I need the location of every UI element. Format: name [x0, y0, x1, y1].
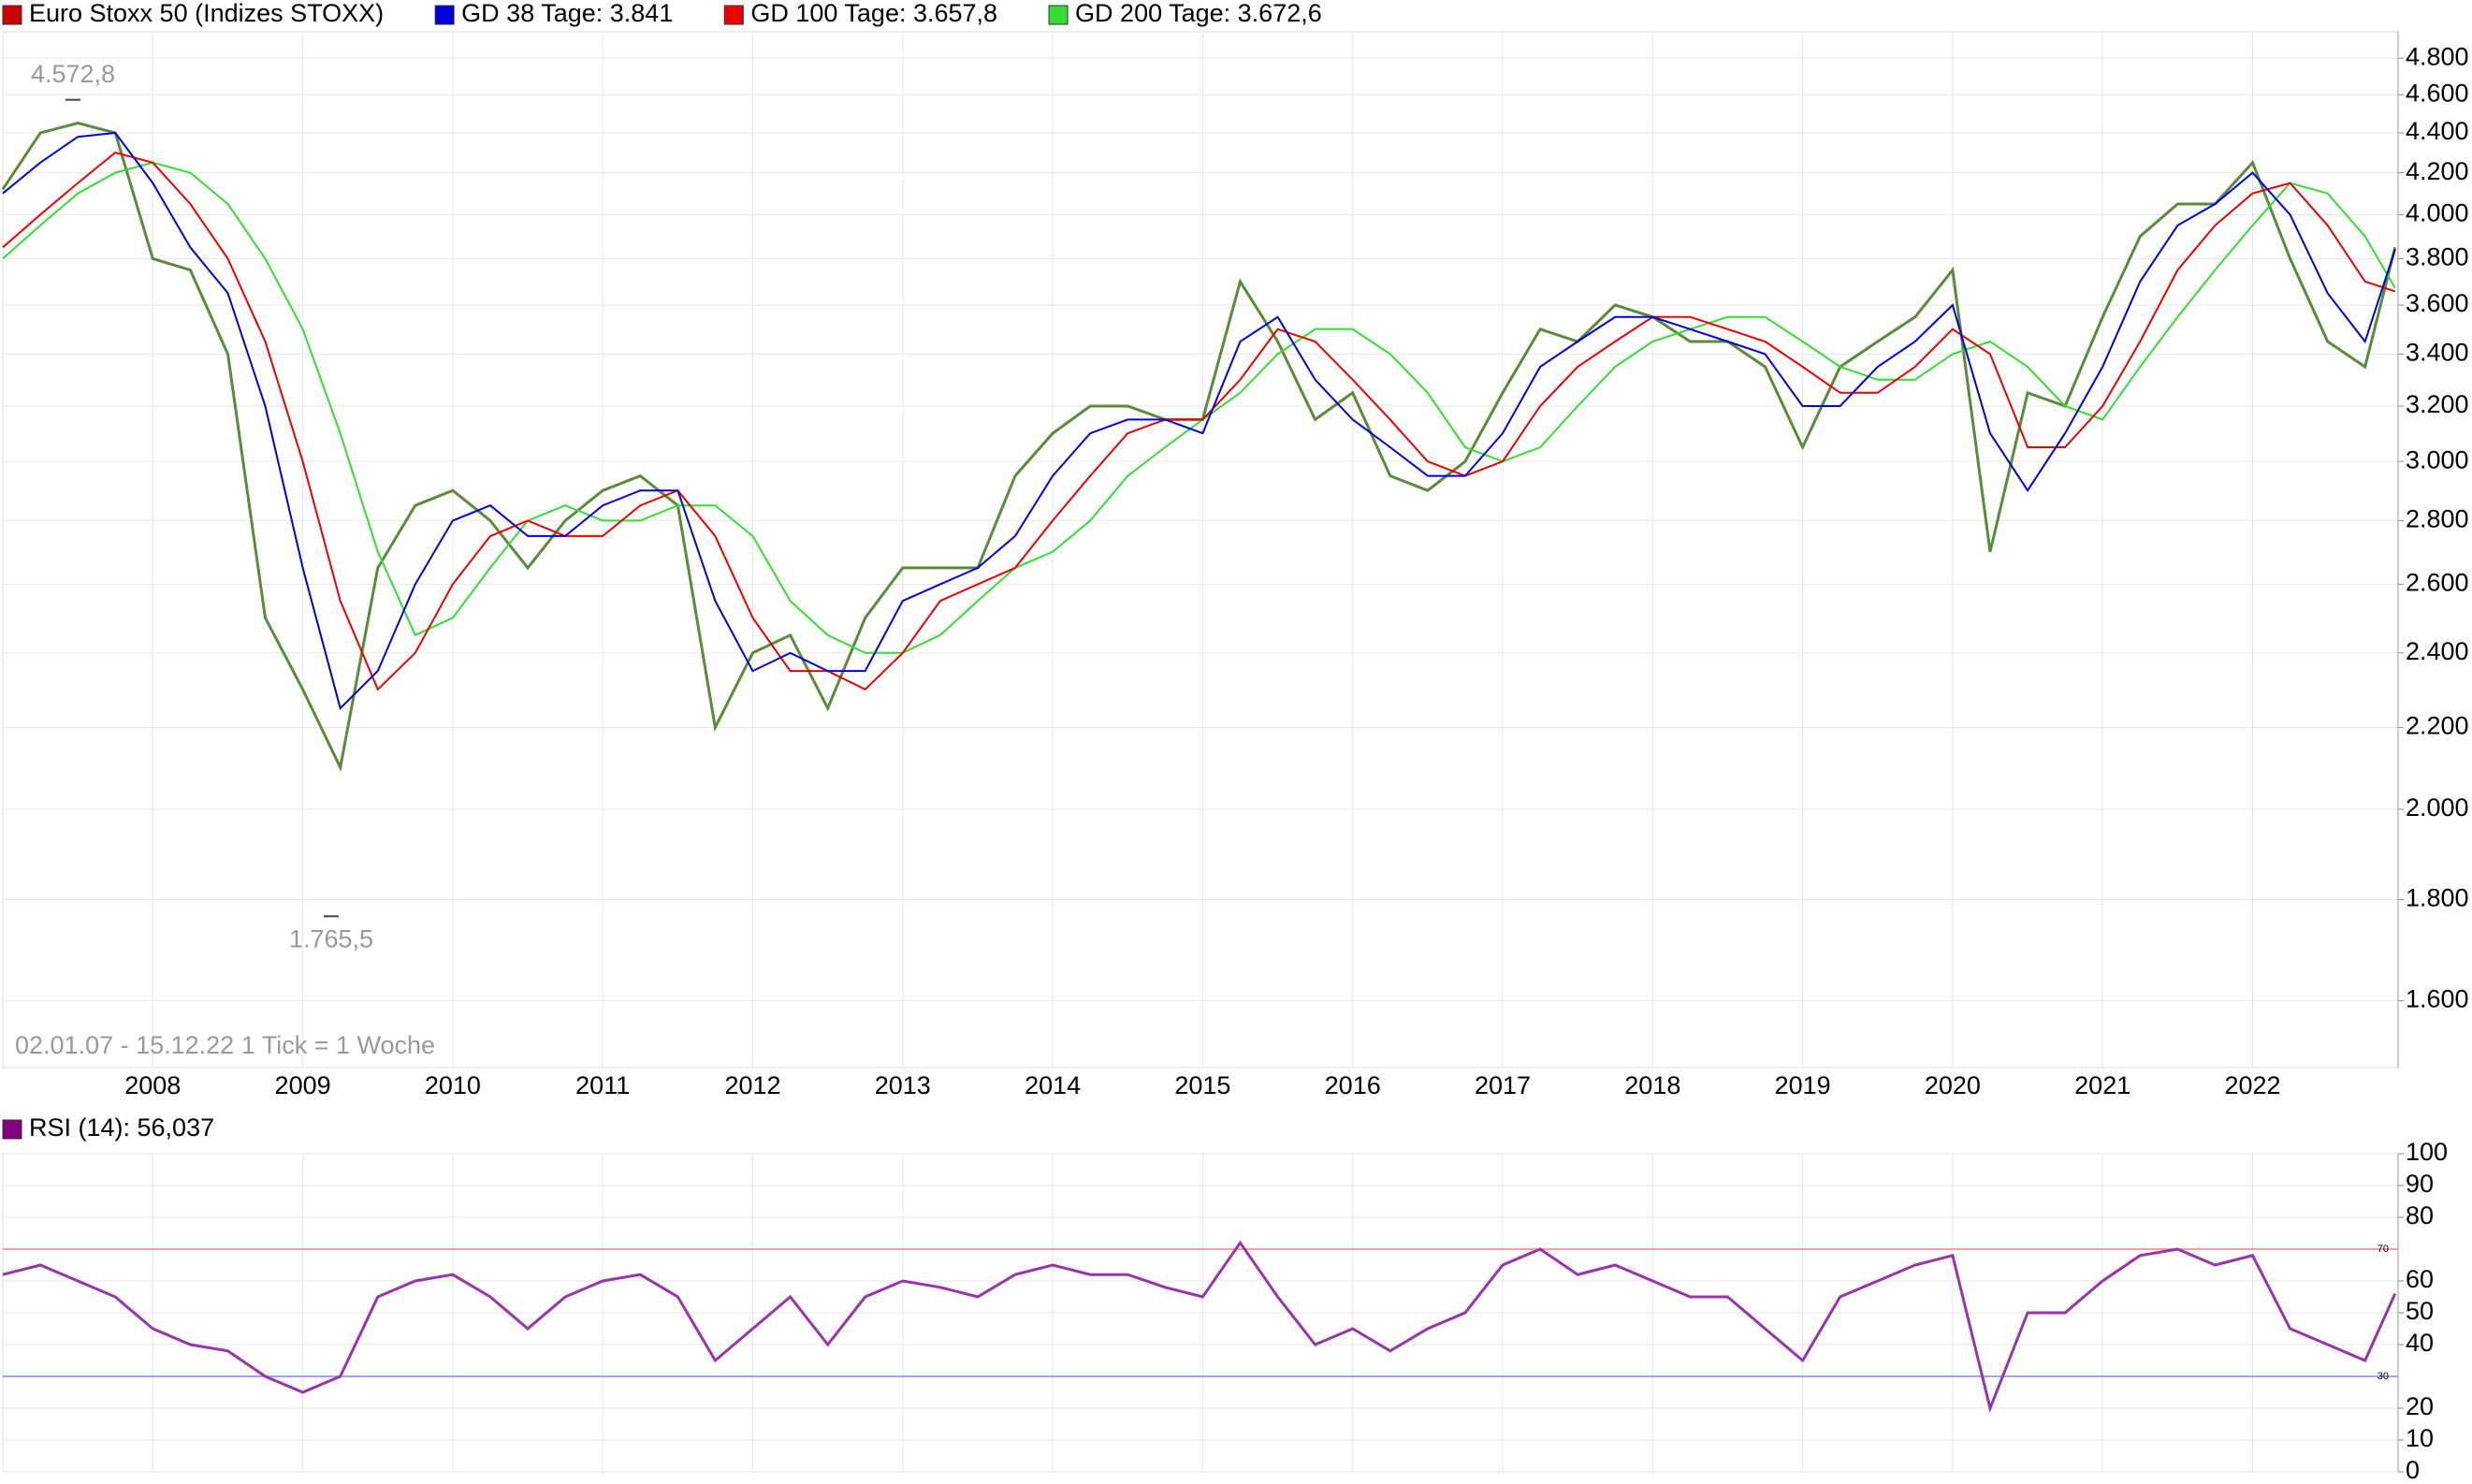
x-tick-label: 2017: [1475, 1071, 1531, 1099]
annotation-label: 4.572,8: [31, 60, 115, 88]
y-tick-label: 4.000: [2406, 199, 2469, 227]
y-tick-label: 90: [2406, 1170, 2434, 1198]
y-tick-label: 2.000: [2406, 793, 2469, 822]
y-tick-label: 2.800: [2406, 505, 2469, 533]
reference-label: 70: [2377, 1244, 2389, 1255]
legend-swatch: [723, 5, 744, 25]
y-tick-label: 80: [2406, 1201, 2434, 1229]
y-tick-label: 4.600: [2406, 79, 2469, 107]
y-tick-label: 10: [2406, 1424, 2434, 1452]
x-tick-label: 2010: [425, 1071, 481, 1099]
y-tick-label: 4.200: [2406, 157, 2469, 185]
x-tick-label: 2020: [1925, 1071, 1981, 1099]
y-tick-label: 20: [2406, 1392, 2434, 1420]
legend-label: GD 200 Tage: 3.672,6: [1075, 0, 1322, 27]
legend-label: Euro Stoxx 50 (Indizes STOXX): [29, 0, 384, 27]
legend-label: RSI (14): 56,037: [29, 1113, 214, 1142]
y-tick-label: 60: [2406, 1265, 2434, 1293]
footnote: 02.01.07 - 15.12.22 1 Tick = 1 Woche: [15, 1031, 435, 1059]
x-tick-label: 2011: [575, 1071, 630, 1099]
x-tick-label: 2012: [724, 1071, 780, 1099]
y-tick-label: 2.200: [2406, 712, 2469, 740]
x-tick-label: 2022: [2224, 1071, 2280, 1099]
x-tick-label: 2021: [2074, 1071, 2130, 1099]
y-tick-label: 40: [2406, 1329, 2434, 1357]
plot-area: [2, 31, 2399, 1069]
y-tick-label: 100: [2406, 1138, 2448, 1166]
legend-label: GD 100 Tage: 3.657,8: [750, 0, 997, 27]
legend-swatch: [2, 1119, 22, 1140]
y-tick-label: 1.600: [2406, 985, 2469, 1013]
series-line: [2, 152, 2396, 691]
y-tick-label: 2.400: [2406, 637, 2469, 665]
x-tick-label: 2009: [275, 1071, 331, 1099]
y-tick-label: 3.600: [2406, 289, 2469, 317]
reference-label: 30: [2377, 1371, 2389, 1382]
series-line: [2, 1240, 2397, 1413]
y-tick-label: 0: [2406, 1456, 2420, 1484]
series-line: [2, 131, 2396, 710]
x-tick-label: 2016: [1325, 1071, 1381, 1099]
x-tick-label: 2019: [1775, 1071, 1831, 1099]
x-tick-label: 2018: [1624, 1071, 1680, 1099]
x-tick-label: 2015: [1174, 1071, 1230, 1099]
legend-label: GD 38 Tage: 3.841: [461, 0, 673, 27]
x-tick-label: 2008: [124, 1071, 181, 1099]
x-tick-label: 2013: [875, 1071, 931, 1099]
legend-swatch: [1048, 5, 1069, 25]
y-tick-label: 1.800: [2406, 884, 2469, 912]
y-tick-label: 3.000: [2406, 445, 2469, 473]
y-tick-label: 4.400: [2406, 117, 2469, 145]
legend-swatch: [434, 5, 455, 25]
y-tick-label: 4.800: [2406, 42, 2469, 70]
y-tick-label: 2.600: [2406, 568, 2469, 596]
y-tick-label: 3.200: [2406, 390, 2469, 418]
y-tick-label: 3.800: [2406, 243, 2469, 271]
y-tick-label: 3.400: [2406, 339, 2469, 367]
y-tick-label: 50: [2406, 1297, 2434, 1325]
x-tick-label: 2014: [1025, 1071, 1081, 1099]
annotation-label: 1.765,5: [289, 924, 373, 953]
legend-swatch: [2, 5, 22, 25]
